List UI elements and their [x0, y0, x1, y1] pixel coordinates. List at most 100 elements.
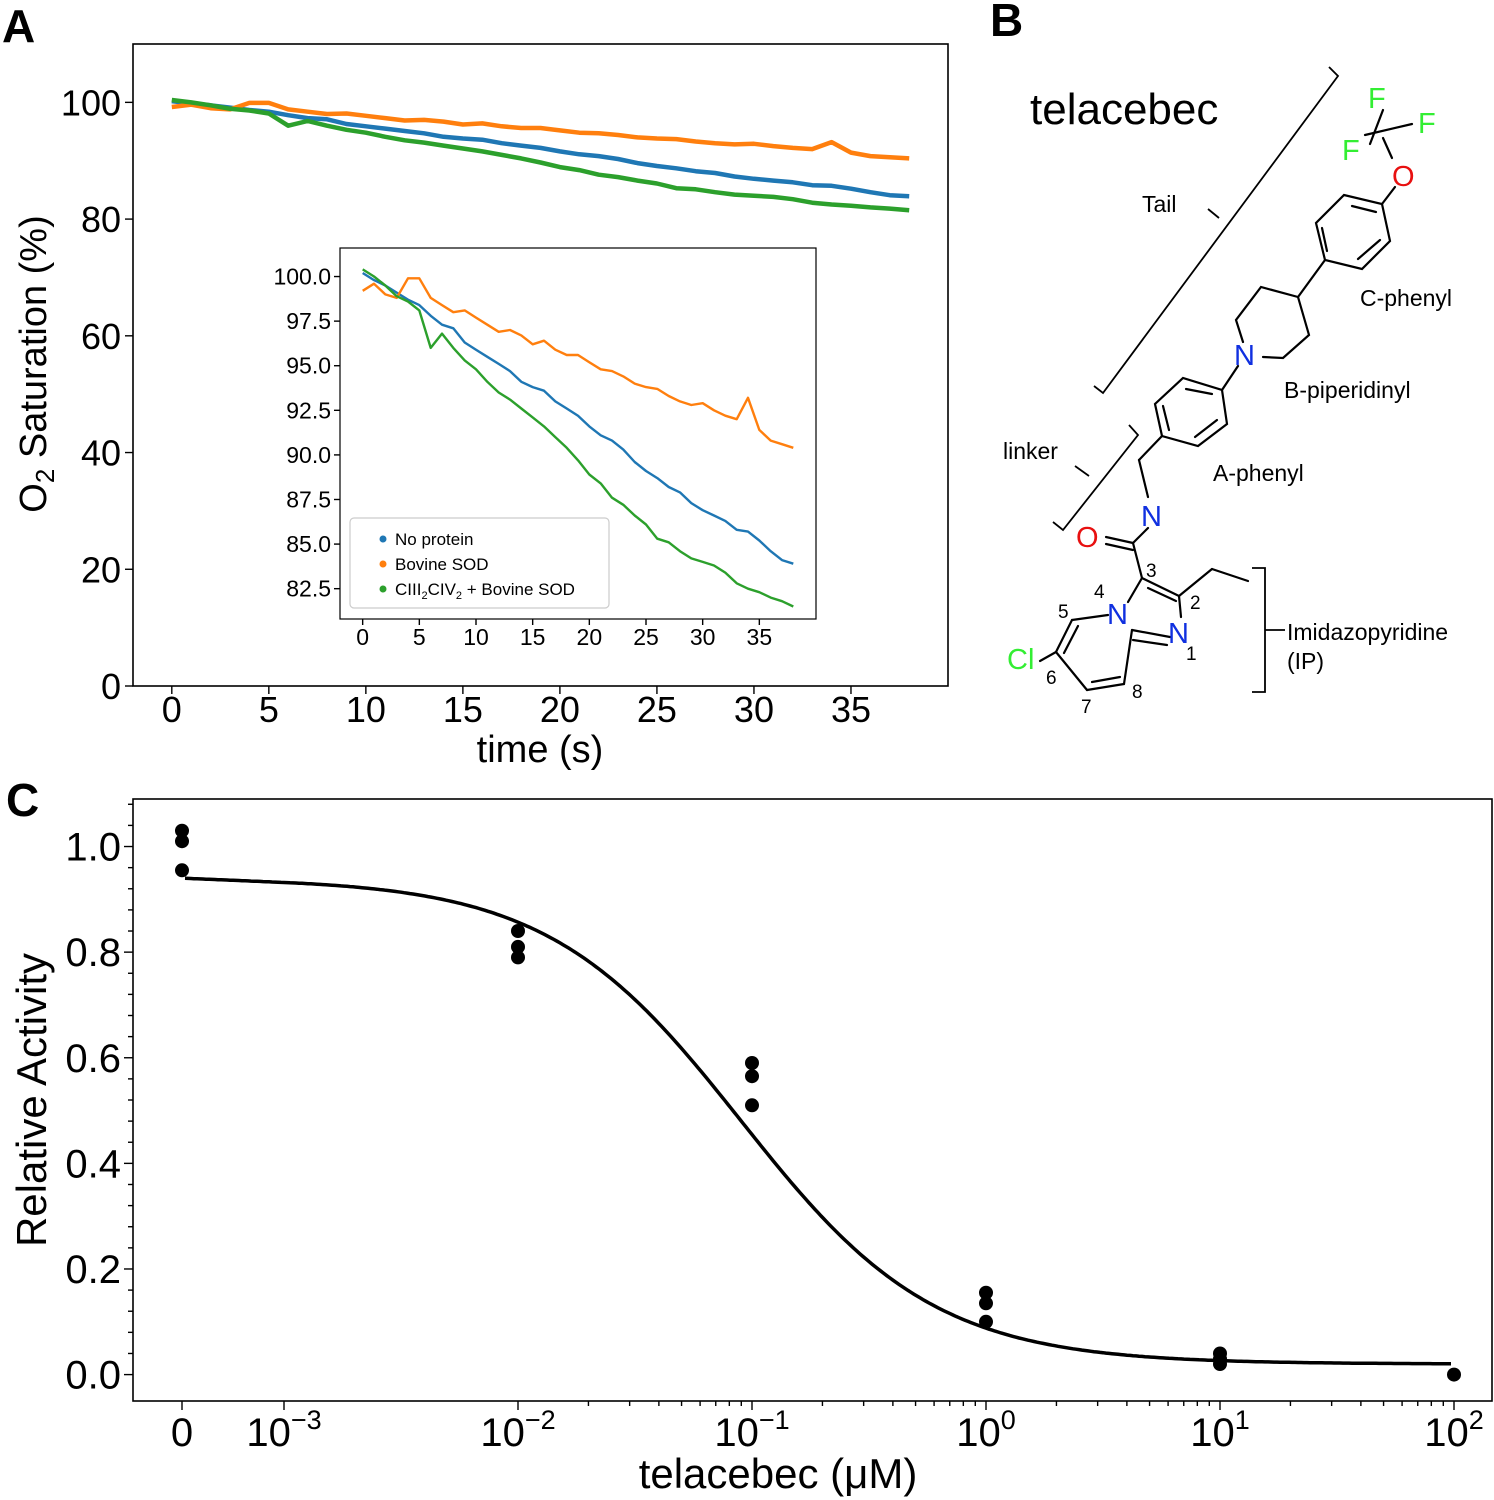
c-y-tick-label: 0.4 — [65, 1142, 121, 1186]
data-point — [979, 1285, 993, 1300]
inset-series-line-bovine-sod — [362, 277, 794, 449]
data-point — [175, 863, 189, 878]
ring-number-7: 7 — [1081, 697, 1092, 718]
panel-label-b: B — [990, 0, 1023, 46]
x-tick-label: 35 — [831, 689, 871, 730]
panel-a-y-axis-label: O2 Saturation (%) — [13, 215, 60, 512]
tick-base: 10 — [956, 1411, 1001, 1455]
c-x-tick-label: 100 — [956, 1405, 1016, 1455]
y-tick-label: 0 — [101, 666, 121, 707]
inset-x-tick-label: 15 — [520, 624, 546, 650]
x-tick-label: 30 — [734, 689, 774, 730]
linker-label: linker — [1003, 438, 1058, 464]
inset-series-line-ciii2civ2-bovine-sod — [362, 268, 794, 608]
legend-label-no-protein: No protein — [395, 530, 473, 549]
data-point — [745, 1069, 759, 1084]
c-x-tick-label: 10−2 — [480, 1405, 555, 1455]
panel-c-chart: 0.00.20.40.60.81.0 0 10−3 10−2 10−1 100 101 10… — [8, 798, 1493, 1497]
fluorine-atom-left: F — [1342, 135, 1360, 167]
data-point — [979, 1314, 993, 1329]
legend-sub-1: 2 — [421, 590, 427, 602]
b-piperidinyl-label: B-piperidinyl — [1284, 377, 1411, 403]
legend-label-bovine-sod: Bovine SOD — [395, 555, 489, 574]
tick-exponent: 0 — [1001, 1405, 1016, 1435]
c-phenyl-label: C-phenyl — [1360, 285, 1452, 311]
inset-y-tick-label: 95.0 — [286, 353, 331, 379]
inset-x-tick-label: 5 — [413, 624, 426, 650]
legend-marker-ciii-civ-sod — [379, 585, 387, 593]
ring-number-4: 4 — [1094, 582, 1105, 603]
inset-x-tick-label: 10 — [463, 624, 489, 650]
ip-bracket — [1252, 567, 1266, 693]
c-y-tick-label: 0.8 — [65, 931, 121, 975]
legend-label-ciii-civ-sod: CIII2CIV2 + Bovine SOD — [395, 580, 575, 602]
data-point — [175, 823, 189, 838]
tick-base: 10 — [1190, 1411, 1235, 1455]
legend-civ: CIV — [428, 580, 457, 599]
series-line-bovine-sod — [171, 100, 910, 161]
compound-name: telacebec — [1030, 85, 1218, 134]
y-label-subscript: 2 — [30, 469, 60, 483]
legend-ciii: CIII — [395, 580, 421, 599]
data-point — [745, 1098, 759, 1113]
c-y-tick-label: 0.6 — [65, 1037, 121, 1081]
tick-base: 10 — [714, 1411, 759, 1455]
y-tick-label: 100 — [61, 82, 121, 123]
nitrogen-atom-piperidine: N — [1234, 340, 1255, 372]
panel-c-x-axis-label: telacebec (μM) — [639, 1450, 918, 1497]
structure-bonds — [1038, 108, 1414, 692]
x-tick-label: 0 — [162, 689, 182, 730]
ring-number-5: 5 — [1058, 602, 1069, 623]
c-x-tick-label: 102 — [1424, 1405, 1484, 1455]
data-point — [745, 1056, 759, 1070]
c-x-tick-label: 101 — [1190, 1405, 1250, 1455]
tick-exponent: 1 — [1235, 1405, 1250, 1435]
linker-tick — [1074, 465, 1090, 477]
imidazopyridine-label: Imidazopyridine — [1287, 619, 1448, 645]
legend-marker-bovine-sod — [379, 560, 387, 568]
tick-base: 10 — [1424, 1411, 1469, 1455]
data-point — [1213, 1357, 1227, 1371]
ring-number-8: 8 — [1132, 682, 1143, 703]
tail-bracket — [1093, 66, 1340, 395]
inset-x-tick-label: 20 — [577, 624, 603, 650]
linker-bracket — [1052, 424, 1140, 532]
data-point — [511, 950, 525, 965]
x-tick-label: 5 — [259, 689, 279, 730]
y-label-rest: Saturation (%) — [13, 215, 55, 468]
inset-y-tick-label: 87.5 — [286, 486, 331, 512]
tick-exponent: −1 — [759, 1405, 790, 1435]
oxygen-atom-ether: O — [1392, 161, 1415, 193]
y-tick-label: 80 — [81, 199, 121, 240]
nitrogen-atom-ring-1: N — [1168, 618, 1189, 650]
c-y-tick-label: 0.0 — [65, 1354, 121, 1398]
inset-y-tick-label: 85.0 — [286, 531, 331, 557]
telacebec-structure: telacebec — [1003, 66, 1452, 718]
tick-exponent: 2 — [1469, 1405, 1484, 1435]
nitrogen-atom-amide: N — [1141, 501, 1162, 533]
y-tick-label: 60 — [81, 316, 121, 357]
x-tick-label: 10 — [346, 689, 386, 730]
ip-label: (IP) — [1287, 648, 1324, 674]
panel-c-frame — [132, 798, 1493, 1402]
series-line-ciii2civ2-bovine-sod — [171, 97, 910, 213]
nitrogen-atom-ring-4: N — [1107, 599, 1128, 631]
panel-c-y-axis-label: Relative Activity — [8, 953, 55, 1247]
x-tick-label: 20 — [540, 689, 580, 730]
fluorine-atom-right: F — [1418, 108, 1436, 140]
fit-curve — [184, 876, 1451, 1366]
legend-marker-no-protein — [379, 535, 387, 543]
legend-box — [349, 517, 610, 609]
panel-a-inset-chart: 82.5 85.0 87.5 90.0 92.5 95.0 97.5 100.0 0 5 10 15… — [273, 247, 817, 650]
legend-sub-2: 2 — [456, 590, 462, 602]
inset-x-tick-label: 0 — [356, 624, 369, 650]
fluorine-atom-top: F — [1368, 83, 1386, 115]
inset-series-line-no-protein — [362, 271, 794, 565]
data-point — [175, 834, 189, 849]
c-x-tick-label: 10−1 — [714, 1405, 789, 1455]
inset-y-tick-label: 90.0 — [286, 442, 331, 468]
y-label-o: O — [13, 483, 55, 513]
tick-base: 10 — [246, 1411, 291, 1455]
oxygen-atom-carbonyl: O — [1076, 522, 1099, 554]
ring-number-2: 2 — [1190, 593, 1201, 614]
